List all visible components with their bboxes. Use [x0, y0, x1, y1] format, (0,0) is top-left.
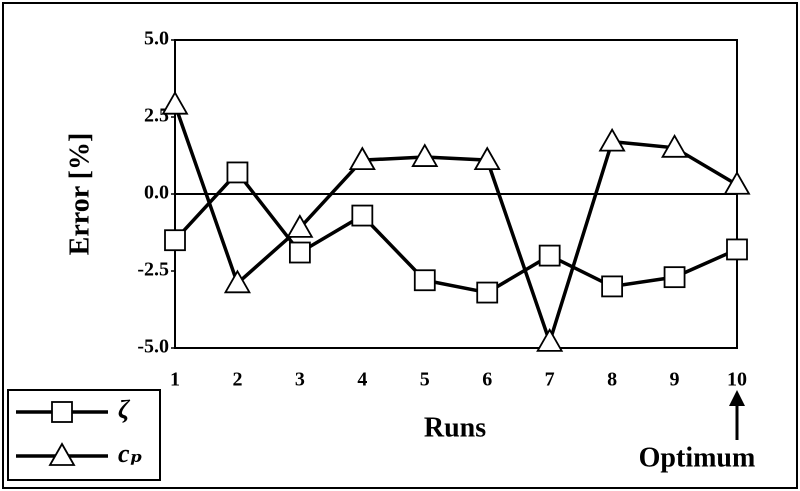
x-tick-label: 5 — [420, 369, 430, 391]
legend-label: ζ — [118, 395, 131, 424]
marker-square — [164, 229, 186, 252]
x-tick-label: 1 — [170, 369, 180, 391]
marker-square — [51, 401, 73, 423]
x-tick-label: 6 — [482, 369, 492, 391]
y-tick-label: -2.5 — [137, 259, 169, 281]
marker-square — [226, 161, 249, 184]
series-line — [173, 169, 738, 295]
x-tick-label: 8 — [607, 369, 617, 391]
marker-square — [601, 275, 624, 298]
marker-square — [288, 241, 311, 264]
marker-triangle — [348, 146, 376, 171]
x-axis-label: Runs — [424, 412, 486, 443]
marker-triangle — [286, 214, 314, 238]
annotation-text: Optimum — [639, 442, 756, 473]
y-axis-label: Error [%] — [64, 133, 95, 256]
marker-triangle — [598, 127, 626, 152]
marker-square — [476, 281, 499, 304]
x-tick-label: 7 — [545, 369, 555, 391]
marker-triangle — [48, 442, 76, 466]
y-tick-label: 0.0 — [144, 182, 169, 204]
marker-square — [351, 204, 374, 227]
x-tick-label: 9 — [670, 369, 680, 391]
x-tick-label: 3 — [295, 369, 305, 391]
y-tick-label: -5.0 — [137, 336, 169, 358]
marker-square — [663, 266, 686, 289]
marker-square — [538, 244, 561, 267]
marker-triangle — [661, 133, 689, 158]
marker-triangle — [536, 328, 564, 352]
legend-box — [7, 389, 161, 481]
series-line — [173, 104, 738, 348]
y-tick-label: 5.0 — [144, 28, 169, 50]
y-tick-label: 2.5 — [144, 105, 169, 127]
x-tick-label: 2 — [232, 369, 242, 391]
x-tick-label: 10 — [727, 369, 747, 391]
marker-triangle — [723, 170, 751, 195]
annotation-arrowhead — [729, 390, 745, 406]
x-tick-label: 4 — [357, 369, 367, 391]
legend-label: cₚ — [118, 439, 143, 468]
marker-square — [413, 269, 436, 292]
marker-square — [726, 238, 748, 261]
marker-triangle — [411, 143, 439, 167]
marker-triangle — [161, 90, 189, 115]
marker-triangle — [473, 146, 501, 171]
marker-triangle — [223, 269, 251, 294]
